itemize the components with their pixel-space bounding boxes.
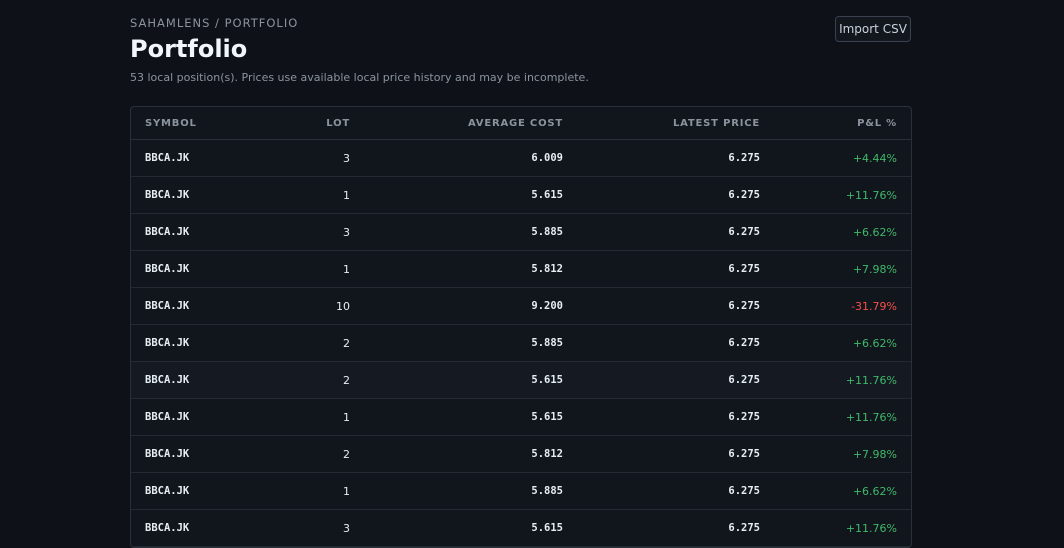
pnl-cell: +11.76% (774, 176, 911, 214)
latest-price-cell: 6.275 (577, 472, 774, 510)
pnl-cell: +11.76% (774, 509, 911, 547)
table-card: SYMBOL LOT AVERAGE COST LATEST PRICE P&L % B… (130, 106, 912, 548)
latest-price-cell: 6.275 (577, 361, 774, 399)
average-cost-cell: 5.812 (364, 250, 577, 288)
symbol-cell: BBCA.JK (131, 176, 251, 214)
pnl-cell: +6.62% (774, 472, 911, 510)
table-body: BBCA.JK 3 6.009 6.275 +4.44% BBCA.JK 1 5.615 6.2… (131, 139, 911, 547)
column-header: LOT (251, 107, 364, 140)
pnl-cell: +7.98% (774, 250, 911, 288)
average-cost-cell: 5.885 (364, 324, 577, 362)
symbol-cell: BBCA.JK (131, 213, 251, 251)
symbol-cell: BBCA.JK (131, 250, 251, 288)
average-cost-cell: 5.885 (364, 472, 577, 510)
average-cost-cell: 5.885 (364, 213, 577, 251)
pnl-cell: +7.98% (774, 435, 911, 473)
average-cost-cell: 6.009 (364, 139, 577, 177)
lot-cell: 3 (251, 139, 364, 177)
import-csv-button[interactable]: Import CSV (835, 16, 911, 42)
symbol-cell: BBCA.JK (131, 435, 251, 473)
lot-cell: 1 (251, 398, 364, 436)
lot-cell: 1 (251, 250, 364, 288)
lot-cell: 2 (251, 435, 364, 473)
lot-cell: 10 (251, 287, 364, 325)
portfolio-table: SYMBOL LOT AVERAGE COST LATEST PRICE P&L % B… (131, 107, 911, 547)
table-row: BBCA.JK 3 5.885 6.275 +6.62% (131, 213, 911, 251)
subtitle: 53 local position(s). Prices use availab… (130, 71, 589, 84)
latest-price-cell: 6.275 (577, 287, 774, 325)
column-header: P&L % (774, 107, 911, 140)
average-cost-cell: 5.615 (364, 509, 577, 547)
latest-price-cell: 6.275 (577, 139, 774, 177)
lot-cell: 1 (251, 176, 364, 214)
table-row: BBCA.JK 3 5.615 6.275 +11.76% (131, 509, 911, 547)
symbol-cell: BBCA.JK (131, 287, 251, 325)
column-header: SYMBOL (131, 107, 251, 140)
breadcrumb: SAHAMLENS / PORTFOLIO (130, 16, 299, 30)
symbol-cell: BBCA.JK (131, 509, 251, 547)
lot-cell: 2 (251, 361, 364, 399)
average-cost-cell: 5.615 (364, 176, 577, 214)
table-row: BBCA.JK 1 5.615 6.275 +11.76% (131, 398, 911, 436)
average-cost-cell: 5.615 (364, 398, 577, 436)
pnl-cell: +11.76% (774, 398, 911, 436)
pnl-cell: +11.76% (774, 361, 911, 399)
latest-price-cell: 6.275 (577, 435, 774, 473)
latest-price-cell: 6.275 (577, 398, 774, 436)
symbol-cell: BBCA.JK (131, 398, 251, 436)
pnl-cell: +6.62% (774, 324, 911, 362)
pnl-cell: +4.44% (774, 139, 911, 177)
lot-cell: 3 (251, 509, 364, 547)
column-header: LATEST PRICE (577, 107, 774, 140)
table-row: BBCA.JK 1 5.812 6.275 +7.98% (131, 250, 911, 288)
symbol-cell: BBCA.JK (131, 361, 251, 399)
pnl-cell: +6.62% (774, 213, 911, 251)
pnl-cell: -31.79% (774, 287, 911, 325)
table-row: BBCA.JK 2 5.885 6.275 +6.62% (131, 324, 911, 362)
table-row: BBCA.JK 2 5.615 6.275 +11.76% (131, 361, 911, 399)
table-row: BBCA.JK 1 5.615 6.275 +11.76% (131, 176, 911, 214)
latest-price-cell: 6.275 (577, 324, 774, 362)
page-title: Portfolio (130, 35, 248, 63)
lot-cell: 3 (251, 213, 364, 251)
header-row: SYMBOL LOT AVERAGE COST LATEST PRICE P&L % (131, 107, 911, 140)
symbol-cell: BBCA.JK (131, 472, 251, 510)
lot-cell: 1 (251, 472, 364, 510)
table-row: BBCA.JK 1 5.885 6.275 +6.62% (131, 472, 911, 510)
column-header: AVERAGE COST (364, 107, 577, 140)
lot-cell: 2 (251, 324, 364, 362)
symbol-cell: BBCA.JK (131, 324, 251, 362)
table-row: BBCA.JK 2 5.812 6.275 +7.98% (131, 435, 911, 473)
table-row: BBCA.JK 3 6.009 6.275 +4.44% (131, 139, 911, 177)
average-cost-cell: 9.200 (364, 287, 577, 325)
average-cost-cell: 5.812 (364, 435, 577, 473)
symbol-cell: BBCA.JK (131, 139, 251, 177)
latest-price-cell: 6.275 (577, 250, 774, 288)
table-row: BBCA.JK 10 9.200 6.275 -31.79% (131, 287, 911, 325)
latest-price-cell: 6.275 (577, 213, 774, 251)
latest-price-cell: 6.275 (577, 176, 774, 214)
average-cost-cell: 5.615 (364, 361, 577, 399)
latest-price-cell: 6.275 (577, 509, 774, 547)
